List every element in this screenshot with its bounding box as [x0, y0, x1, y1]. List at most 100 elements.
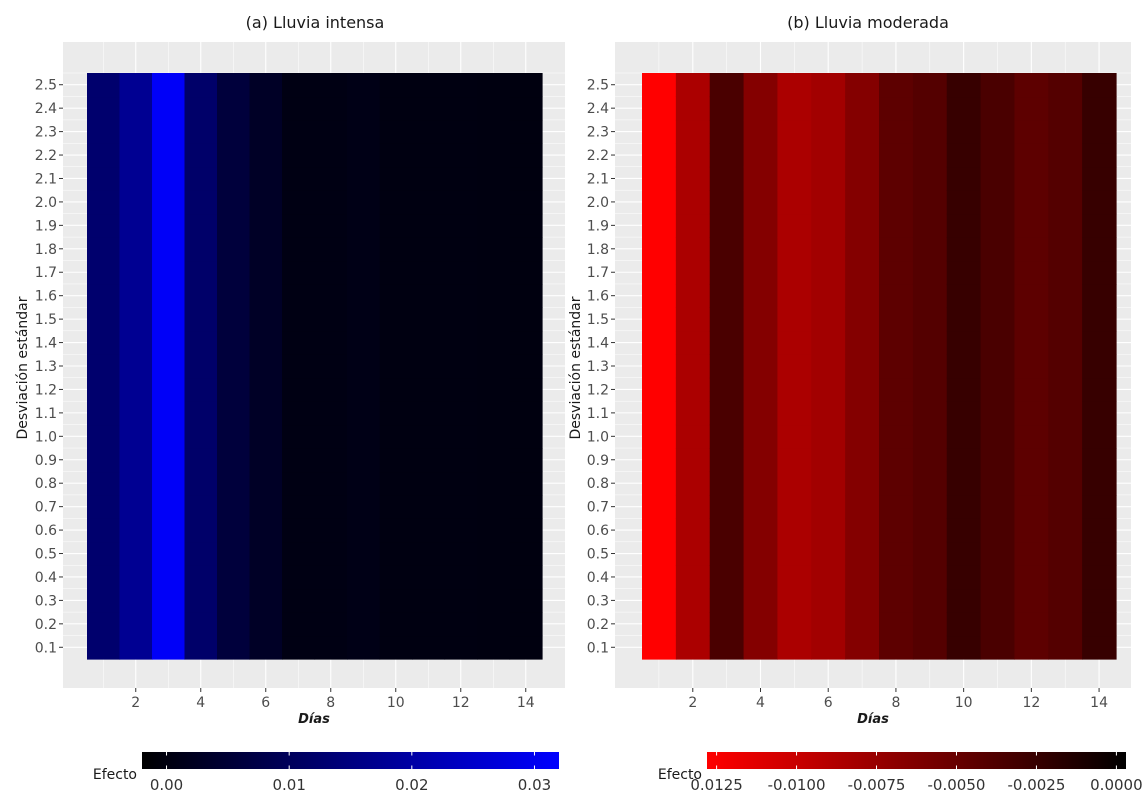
- heatmap-cell: [477, 377, 511, 402]
- panel-b-x-axis: 2 4 6 8 10 12 14: [688, 688, 1108, 711]
- heatmap-cell: [743, 190, 779, 215]
- heatmap-cell: [444, 612, 478, 637]
- heatmap-cell: [314, 565, 348, 590]
- heatmap-cell: [509, 448, 543, 473]
- y-tick-label: 2.2: [587, 148, 609, 164]
- heatmap-cell: [477, 166, 511, 191]
- heatmap-cell: [509, 494, 543, 519]
- heatmap-cell: [1082, 377, 1117, 402]
- heatmap-cell: [879, 354, 914, 379]
- heatmap-cell: [1048, 494, 1083, 519]
- heatmap-cell: [811, 471, 846, 496]
- heatmap-cell: [217, 166, 251, 191]
- heatmap-cell: [509, 213, 543, 238]
- heatmap-cell: [777, 119, 812, 144]
- panel-b-x-axis-label: Días: [857, 712, 889, 727]
- heatmap-cell: [811, 612, 846, 637]
- heatmap-cell: [675, 260, 711, 285]
- heatmap-cell: [1048, 354, 1083, 379]
- heatmap-cell: [412, 330, 446, 355]
- heatmap-cell: [412, 494, 446, 519]
- heatmap-cell: [412, 448, 446, 473]
- heatmap-cell: [87, 541, 121, 566]
- heatmap-cell: [379, 612, 413, 637]
- heatmap-cell: [675, 588, 711, 613]
- heatmap-cell: [845, 354, 880, 379]
- heatmap-cell: [1048, 143, 1083, 168]
- heatmap-cell: [980, 541, 1016, 566]
- heatmap-cell: [879, 237, 914, 262]
- heatmap-cell: [1014, 260, 1049, 285]
- heatmap-cell: [412, 283, 446, 308]
- heatmap-cell: [642, 448, 677, 473]
- heatmap-cell: [249, 260, 283, 285]
- heatmap-cell: [709, 190, 745, 215]
- heatmap-cell: [1014, 612, 1049, 637]
- heatmap-cell: [282, 73, 316, 98]
- heatmap-cell: [1048, 166, 1083, 191]
- heatmap-cell: [477, 213, 511, 238]
- heatmap-cell: [184, 541, 218, 566]
- heatmap-cell: [152, 283, 186, 308]
- heatmap-cell: [709, 307, 745, 332]
- heatmap-cell: [379, 260, 413, 285]
- heatmap-cell: [1014, 377, 1049, 402]
- heatmap-cell: [152, 166, 186, 191]
- heatmap-cell: [946, 260, 982, 285]
- heatmap-cell: [379, 213, 413, 238]
- heatmap-cell: [879, 73, 914, 98]
- heatmap-cell: [314, 73, 348, 98]
- heatmap-cell: [709, 448, 745, 473]
- y-tick-label: 1.3: [587, 359, 609, 375]
- heatmap-cell: [1082, 143, 1117, 168]
- heatmap-cell: [642, 401, 677, 426]
- heatmap-cell: [912, 143, 948, 168]
- heatmap-cell: [946, 588, 982, 613]
- heatmap-cell: [1082, 330, 1117, 355]
- heatmap-cell: [347, 588, 381, 613]
- heatmap-cell: [509, 541, 543, 566]
- heatmap-cell: [811, 213, 846, 238]
- heatmap-cell: [912, 448, 948, 473]
- heatmap-cell: [444, 635, 478, 660]
- heatmap-cell: [743, 166, 779, 191]
- heatmap-cell: [152, 424, 186, 449]
- heatmap-cell: [249, 541, 283, 566]
- heatmap-cell: [509, 565, 543, 590]
- heatmap-cell: [217, 354, 251, 379]
- heatmap-cell: [845, 190, 880, 215]
- heatmap-cell: [249, 354, 283, 379]
- heatmap-cell: [1014, 119, 1049, 144]
- heatmap-cell: [509, 330, 543, 355]
- heatmap-cell: [314, 330, 348, 355]
- heatmap-cell: [217, 635, 251, 660]
- x-tick-label: 10: [387, 695, 405, 711]
- heatmap-cell: [184, 213, 218, 238]
- heatmap-cell: [509, 518, 543, 543]
- heatmap-cell: [811, 565, 846, 590]
- heatmap-cell: [119, 96, 153, 121]
- heatmap-cell: [811, 73, 846, 98]
- y-tick-label: 1.5: [35, 312, 57, 328]
- heatmap-cell: [347, 143, 381, 168]
- x-tick-label: 14: [517, 695, 535, 711]
- heatmap-cell: [87, 494, 121, 519]
- heatmap-cell: [509, 73, 543, 98]
- heatmap-cell: [879, 143, 914, 168]
- legend-tick-label: 0.01: [272, 776, 305, 794]
- y-tick-label: 2.0: [587, 195, 609, 211]
- y-tick-label: 2.2: [35, 148, 57, 164]
- y-tick-label: 1.6: [587, 289, 609, 305]
- heatmap-cell: [152, 143, 186, 168]
- heatmap-cell: [87, 260, 121, 285]
- heatmap-cell: [477, 96, 511, 121]
- heatmap-cell: [314, 541, 348, 566]
- heatmap-cell: [477, 541, 511, 566]
- heatmap-cell: [845, 424, 880, 449]
- heatmap-cell: [642, 330, 677, 355]
- heatmap-cell: [946, 401, 982, 426]
- heatmap-cell: [347, 260, 381, 285]
- heatmap-cell: [509, 354, 543, 379]
- heatmap-cell: [184, 494, 218, 519]
- heatmap-cell: [87, 143, 121, 168]
